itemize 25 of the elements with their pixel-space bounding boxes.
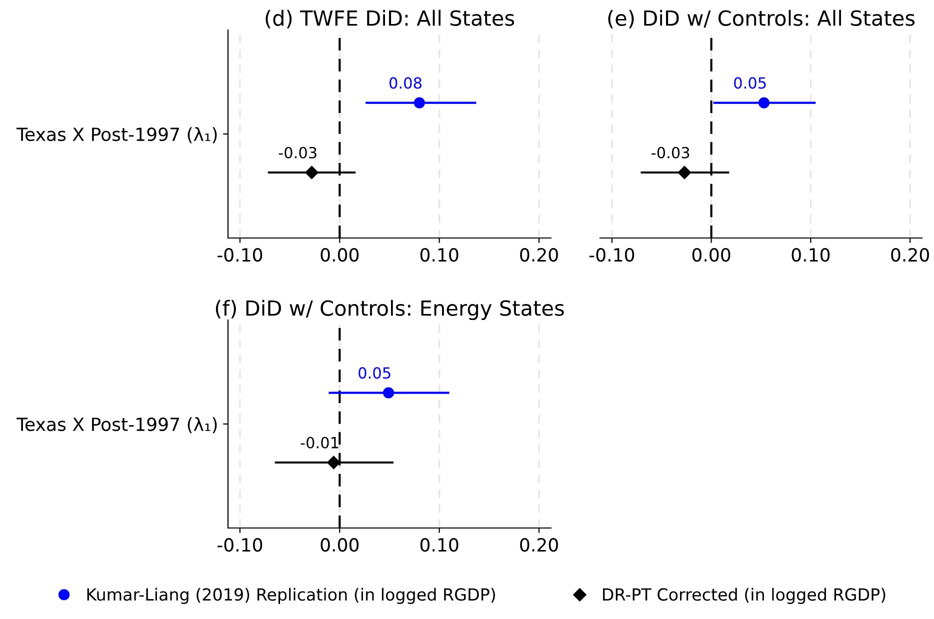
- x-tick-label: 0.00: [692, 248, 730, 262]
- x-tick-label: -0.10: [589, 248, 634, 262]
- data-label: 0.05: [734, 77, 766, 89]
- x-tick-label: 0.20: [520, 538, 558, 552]
- x-tick-label: 0.00: [320, 248, 359, 262]
- data-label: 0.05: [358, 367, 390, 379]
- x-tick-label: 0.00: [320, 538, 359, 552]
- data-label: -0.03: [278, 146, 316, 158]
- y-tick-label: Texas X Post-1997 (λ₁): [16, 417, 217, 434]
- x-tick-label: 0.20: [891, 248, 929, 262]
- x-tick-label: 0.10: [420, 248, 458, 262]
- x-tick-label: -0.10: [217, 248, 262, 262]
- y-tick-label: Texas X Post-1997 (λ₁): [16, 127, 217, 144]
- data-label: -0.03: [652, 146, 690, 158]
- data-label: 0.08: [390, 77, 422, 89]
- x-tick-label: 0.10: [792, 248, 830, 262]
- chart-title: (f) DiD w/ Controls: Energy States: [216, 300, 564, 320]
- x-tick-label: 0.10: [420, 538, 458, 552]
- chart-title: (d) TWFE DiD: All States: [266, 10, 514, 28]
- data-label: -0.01: [300, 436, 338, 448]
- legend-label: Kumar-Liang (2019) Replication (in logged RGDP): [87, 588, 495, 604]
- chart-title: (e) DiD w/ Controls: All States: [608, 10, 915, 28]
- x-tick-label: 0.20: [520, 248, 558, 262]
- x-tick-label: -0.10: [217, 538, 262, 552]
- legend-label: DR-PT Corrected (in logged RGDP): [603, 588, 886, 604]
